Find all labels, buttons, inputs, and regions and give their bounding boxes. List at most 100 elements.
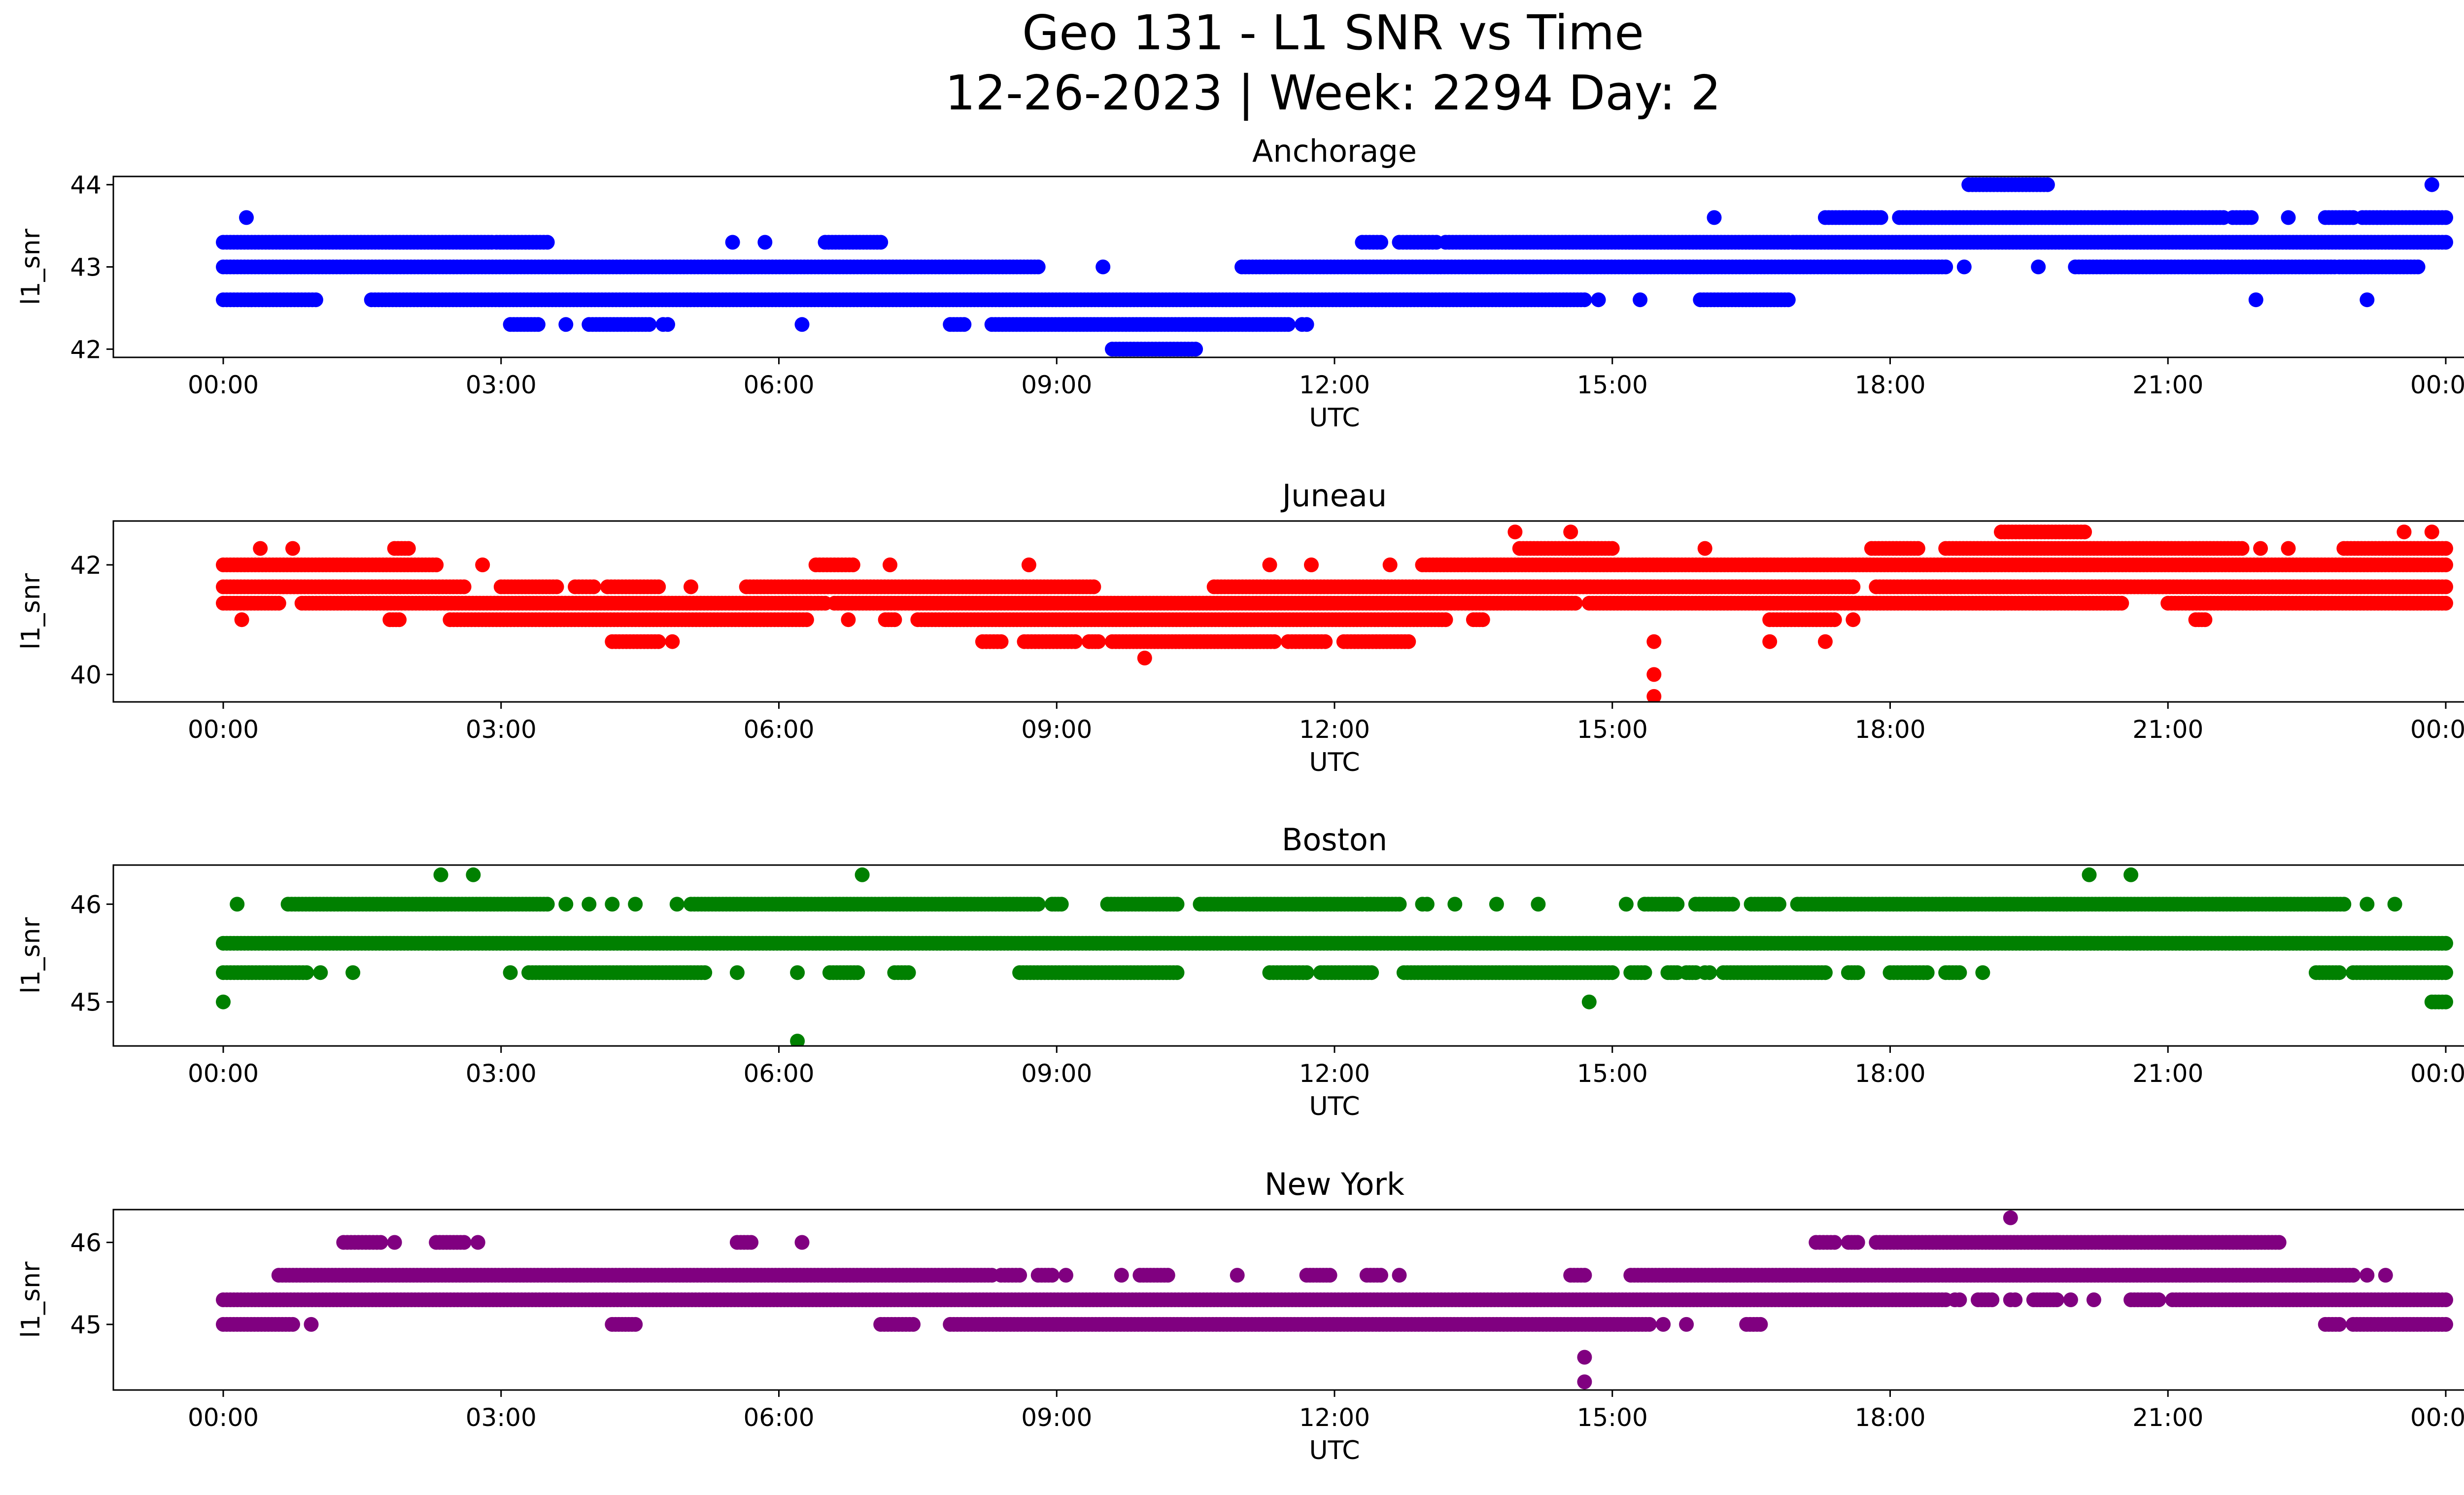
boston-data-point bbox=[1670, 897, 1685, 912]
juneau-data-point bbox=[2438, 557, 2453, 572]
boston-data-point bbox=[2438, 936, 2453, 951]
juneau-data-point bbox=[586, 579, 601, 594]
juneau-data-point bbox=[2281, 541, 2296, 556]
juneau-data-point bbox=[2253, 541, 2268, 556]
juneau-data-point bbox=[1086, 579, 1101, 594]
juneau-subplot-title: Juneau bbox=[1280, 478, 1387, 514]
anchorage-data-point bbox=[2281, 210, 2296, 225]
boston-data-points bbox=[216, 867, 2453, 1046]
juneau-data-points bbox=[216, 524, 2453, 702]
boston-data-point bbox=[582, 897, 597, 912]
anchorage-data-point bbox=[1299, 317, 1314, 332]
anchorage-data-point bbox=[2040, 177, 2055, 192]
juneau-data-point bbox=[665, 634, 680, 649]
anchorage-data-point bbox=[308, 292, 323, 308]
juneau-x-tick-label: 21:00 bbox=[2132, 715, 2203, 744]
boston-subplot-title: Boston bbox=[1282, 822, 1387, 858]
anchorage-data-point bbox=[2424, 177, 2439, 192]
anchorage-data-point bbox=[2244, 210, 2259, 225]
anchorage-data-point bbox=[757, 235, 773, 250]
juneau-x-axis-label: UTC bbox=[1309, 748, 1360, 777]
juneau-data-point bbox=[993, 634, 1009, 649]
juneau-data-point bbox=[1827, 612, 1842, 627]
juneau-data-point bbox=[1091, 634, 1106, 649]
boston-data-point bbox=[313, 965, 328, 980]
anchorage-x-tick-label: 15:00 bbox=[1577, 371, 1648, 399]
anchorage-data-point bbox=[957, 317, 972, 332]
boston-data-point bbox=[2082, 867, 2097, 882]
juneau-data-point bbox=[429, 557, 444, 572]
juneau-x-tick-label: 09:00 bbox=[1021, 715, 1092, 744]
boston-data-point bbox=[1447, 897, 1463, 912]
boston-data-point bbox=[1419, 897, 1435, 912]
boston-data-point bbox=[1531, 897, 1546, 912]
juneau-data-point bbox=[1846, 579, 1861, 594]
anchorage-data-point bbox=[2248, 292, 2263, 308]
anchorage-data-point bbox=[1938, 259, 1953, 275]
anchorage-data-point bbox=[2031, 259, 2046, 275]
anchorage-data-point bbox=[1095, 259, 1111, 275]
juneau-data-point bbox=[2077, 524, 2092, 540]
juneau-data-point bbox=[1021, 557, 1036, 572]
anchorage-y-tick-label: 42 bbox=[70, 335, 102, 364]
anchorage-data-point bbox=[725, 235, 740, 250]
boston-data-point bbox=[540, 897, 555, 912]
juneau-x-tick-label: 06:00 bbox=[743, 715, 814, 744]
anchorage-x-tick-label: 18:00 bbox=[1854, 371, 1925, 399]
anchorage-x-tick-label: 03:00 bbox=[466, 371, 537, 399]
juneau-y-tick-label: 40 bbox=[70, 661, 102, 689]
juneau-data-point bbox=[1605, 541, 1620, 556]
boston-data-point bbox=[669, 897, 684, 912]
juneau-data-point bbox=[799, 612, 814, 627]
juneau-data-point bbox=[1646, 689, 1662, 702]
boston-data-point bbox=[855, 867, 870, 882]
juneau-data-point bbox=[845, 557, 860, 572]
anchorage-data-point bbox=[873, 235, 889, 250]
juneau-data-point bbox=[2438, 579, 2453, 594]
juneau-x-tick-label: 00:00 bbox=[2410, 715, 2464, 744]
boston-data-point bbox=[628, 897, 643, 912]
figure-title-line-1: Geo 131 - L1 SNR vs Time bbox=[1022, 5, 1644, 61]
boston-data-point bbox=[558, 897, 574, 912]
anchorage-x-tick-label: 00:00 bbox=[188, 371, 259, 399]
juneau-data-point bbox=[1475, 612, 1490, 627]
juneau-data-point bbox=[1382, 557, 1398, 572]
juneau-data-point bbox=[883, 557, 897, 572]
anchorage-data-point bbox=[794, 317, 810, 332]
anchorage-data-point bbox=[1030, 259, 1046, 275]
boston-data-point bbox=[466, 867, 481, 882]
anchorage-data-point bbox=[2438, 210, 2453, 225]
juneau-data-point bbox=[2424, 524, 2439, 540]
juneau-data-point bbox=[1304, 557, 1319, 572]
juneau-data-point bbox=[2438, 541, 2453, 556]
juneau-data-point bbox=[651, 634, 666, 649]
juneau-data-point bbox=[1067, 634, 1083, 649]
juneau-data-point bbox=[1568, 595, 1583, 611]
boston-data-point bbox=[2360, 897, 2375, 912]
anchorage-x-tick-label: 06:00 bbox=[743, 371, 814, 399]
anchorage-data-point bbox=[1591, 292, 1606, 308]
anchorage-data-point bbox=[1281, 317, 1296, 332]
boston-data-point bbox=[433, 867, 448, 882]
anchorage-x-axis-label: UTC bbox=[1309, 403, 1360, 433]
juneau-data-point bbox=[1137, 651, 1152, 665]
juneau-data-point bbox=[2197, 612, 2213, 627]
anchorage-y-tick-label: 43 bbox=[70, 253, 102, 282]
juneau-data-point bbox=[1762, 634, 1778, 649]
anchorage-x-tick-label: 12:00 bbox=[1299, 371, 1370, 399]
juneau-data-point bbox=[2114, 595, 2129, 611]
juneau-data-point bbox=[1846, 612, 1861, 627]
boston-data-point bbox=[503, 965, 518, 980]
boston-data-point bbox=[1725, 897, 1740, 912]
boston-data-point bbox=[1772, 897, 1786, 912]
anchorage-data-point bbox=[660, 317, 675, 332]
juneau-data-point bbox=[1266, 634, 1282, 649]
anchorage-data-point bbox=[239, 210, 254, 225]
boston-data-point bbox=[1054, 897, 1069, 912]
juneau-data-point bbox=[285, 541, 300, 556]
juneau-data-point bbox=[271, 595, 286, 611]
boston-data-point bbox=[2123, 867, 2139, 882]
boston-data-point bbox=[605, 897, 620, 912]
